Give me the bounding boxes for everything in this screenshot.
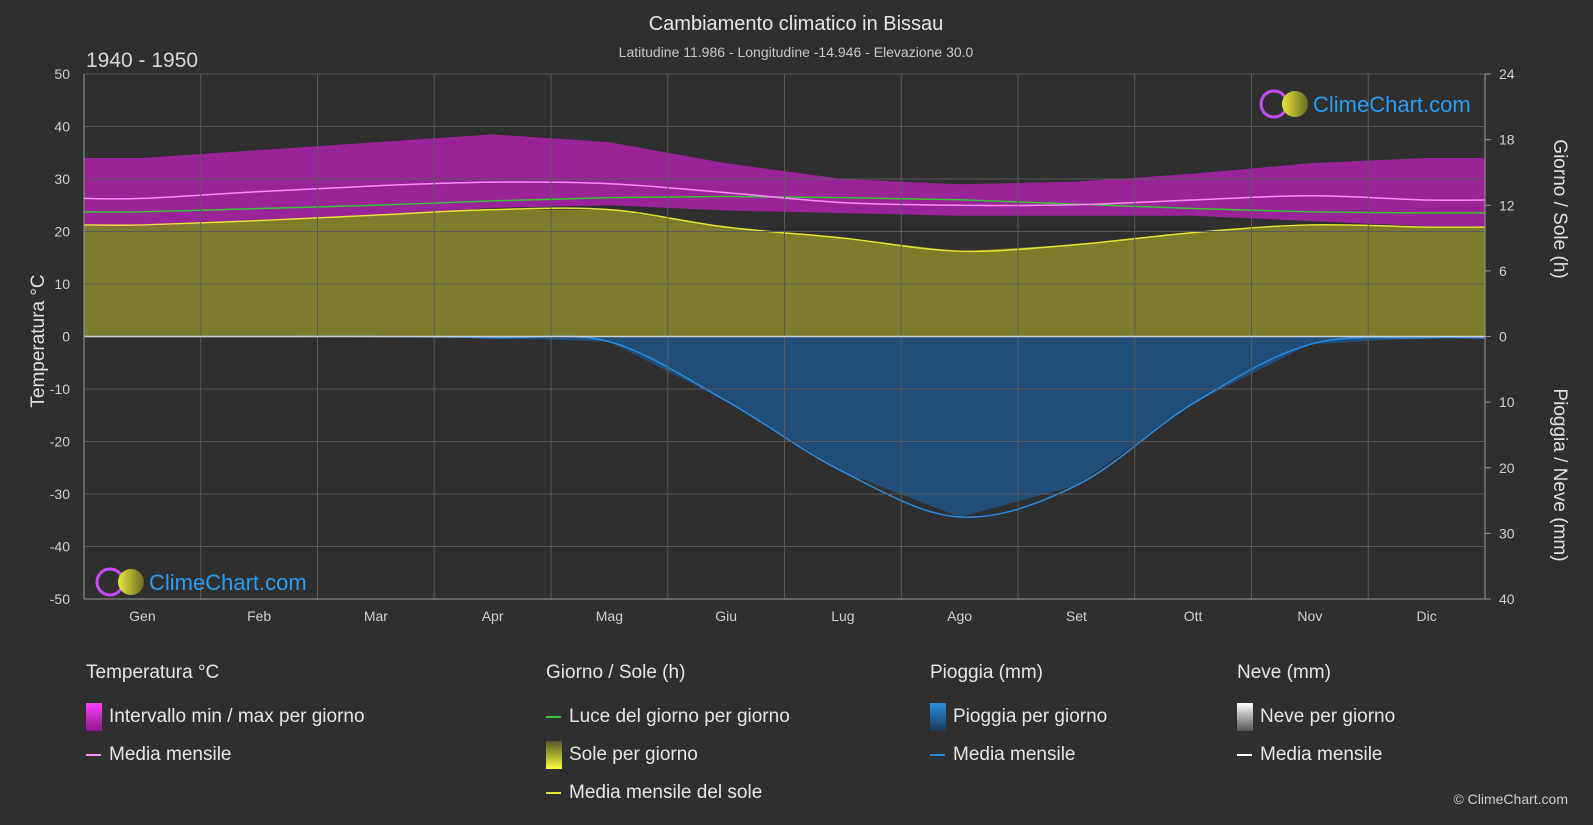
month-tick-label: Gen (129, 608, 155, 624)
month-tick-label: Apr (482, 608, 504, 624)
legend-item: Neve per giorno (1237, 698, 1395, 736)
month-tick-label: Set (1066, 608, 1087, 624)
logo-top: ClimeChart.com (1259, 89, 1471, 119)
month-tick-label: Ott (1184, 608, 1203, 624)
legend-sun: Giorno / Sole (h) Luce del giorno per gi… (546, 662, 790, 812)
temp-mean-swatch (86, 754, 101, 756)
legend-label: Media mensile del sole (569, 782, 763, 803)
logo-text: ClimeChart.com (1313, 92, 1471, 117)
legend-item: Pioggia per giorno (930, 698, 1107, 736)
left-tick-label: 20 (54, 224, 70, 240)
right-top-tick-label: 6 (1499, 263, 1507, 279)
month-tick-label: Dic (1417, 608, 1437, 624)
right-axis-top-label: Giorno / Sole (h) (1549, 139, 1570, 278)
right-top-tick-label: 0 (1499, 329, 1507, 345)
rain-mean-swatch (930, 754, 945, 756)
left-tick-label: 10 (54, 276, 70, 292)
left-tick-label: 40 (54, 119, 70, 135)
legend-title: Pioggia (mm) (930, 662, 1043, 683)
sun-mean-swatch (546, 792, 561, 794)
legend-label: Pioggia per giorno (953, 706, 1108, 727)
logo-sun-icon (118, 569, 144, 595)
right-bottom-tick-label: 10 (1499, 394, 1515, 410)
legend-item: Media mensile (930, 736, 1107, 774)
snow-swatch (1237, 703, 1253, 731)
temp-range-swatch (86, 703, 102, 731)
legend-label: Media mensile (1260, 744, 1383, 765)
chart-title: Cambiamento climatico in Bissau (649, 13, 944, 35)
left-tick-label: 0 (62, 329, 70, 345)
legend-item: Media mensile del sole (546, 774, 790, 812)
right-top-tick-label: 18 (1499, 132, 1515, 148)
legend-snow: Neve (mm) Neve per giorno Media mensile (1237, 662, 1395, 774)
legend-item: Sole per giorno (546, 736, 790, 774)
legend-label: Sole per giorno (569, 744, 698, 765)
legend-item: Intervallo min / max per giorno (86, 698, 365, 736)
legend-label: Intervallo min / max per giorno (109, 706, 365, 727)
right-top-tick-label: 24 (1499, 66, 1515, 82)
legend-title: Giorno / Sole (h) (546, 662, 686, 683)
rain-swatch (930, 703, 946, 731)
right-top-tick-label: 12 (1499, 197, 1515, 213)
left-tick-label: -40 (50, 539, 70, 555)
legend-item: Media mensile (86, 736, 365, 774)
legend-label: Neve per giorno (1260, 706, 1396, 727)
legend-title: Temperatura °C (86, 662, 220, 683)
copyright: © ClimeChart.com (1453, 791, 1568, 807)
left-tick-label: -10 (50, 381, 70, 397)
left-tick-label: 50 (54, 66, 70, 82)
axes: 50 40 30 20 10 0 -10 -20 -30 -40 -50 24 18 12 6 0 10 20 30… (50, 66, 1515, 624)
month-tick-label: Nov (1297, 608, 1322, 624)
month-tick-label: Mar (364, 608, 388, 624)
right-bottom-tick-label: 40 (1499, 591, 1515, 607)
legend-temperature: Temperatura °C Intervallo min / max per … (86, 662, 365, 774)
left-tick-label: -30 (50, 486, 70, 502)
month-tick-label: Feb (247, 608, 271, 624)
legend-label: Luce del giorno per giorno (569, 706, 790, 727)
chart-subtitle: Latitudine 11.986 - Longitudine -14.946 … (619, 44, 974, 60)
sun-swatch (546, 741, 562, 769)
month-tick-label: Giu (715, 608, 737, 624)
legend-item: Luce del giorno per giorno (546, 698, 790, 736)
right-axis-bottom-label: Pioggia / Neve (mm) (1549, 388, 1570, 561)
logo-text: ClimeChart.com (149, 570, 307, 595)
month-tick-label: Mag (596, 608, 623, 624)
daylight-swatch (546, 716, 561, 718)
legend-label: Media mensile (109, 744, 232, 765)
legend-rain: Pioggia (mm) Pioggia per giorno Media me… (930, 662, 1107, 774)
snow-mean-swatch (1237, 754, 1252, 756)
legend-item: Media mensile (1237, 736, 1395, 774)
month-tick-label: Lug (831, 608, 854, 624)
left-tick-label: -50 (50, 591, 70, 607)
period-label: 1940 - 1950 (86, 49, 198, 72)
right-bottom-tick-label: 30 (1499, 525, 1515, 541)
month-tick-label: Ago (947, 608, 972, 624)
legend-label: Media mensile (953, 744, 1076, 765)
logo-bottom: ClimeChart.com (95, 567, 307, 597)
right-bottom-tick-label: 20 (1499, 460, 1515, 476)
legend-title: Neve (mm) (1237, 662, 1331, 683)
left-axis-label: Temperatura °C (28, 274, 49, 407)
left-tick-label: 30 (54, 171, 70, 187)
left-tick-label: -20 (50, 434, 70, 450)
logo-sun-icon (1282, 91, 1308, 117)
